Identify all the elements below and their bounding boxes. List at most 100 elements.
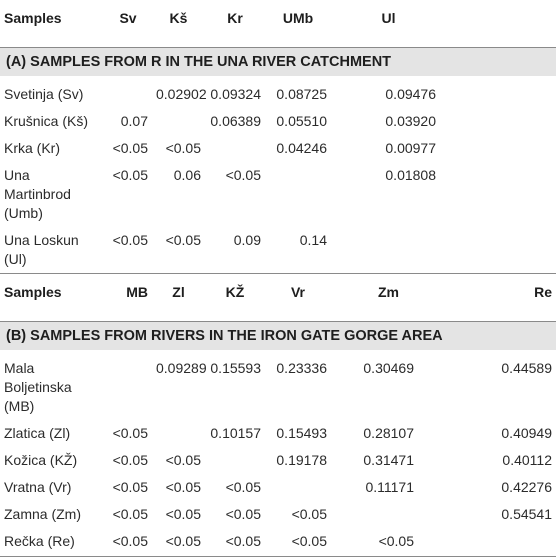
table-row: Zamna (Zm) <0.05 <0.05 <0.05 <0.05 0.54541 — [0, 501, 556, 528]
value-cell: <0.05 — [165, 479, 201, 495]
section-title: (B) SAMPLES FROM RIVERS IN THE IRON GATE… — [0, 321, 556, 350]
value-cell — [205, 135, 265, 162]
section-title: (A) SAMPLES FROM R IN THE UNA RIVER CATC… — [0, 47, 556, 76]
header-cell — [446, 0, 556, 48]
table-row: Krka (Kr) <0.05 <0.05 0.04246 0.00977 — [0, 135, 556, 162]
value-cell: <0.05 — [225, 506, 261, 522]
value-cell: 0.08725 — [276, 86, 327, 102]
table-row: Vratna (Vr) <0.05 <0.05 <0.05 0.11171 0.42276 — [0, 474, 556, 501]
value-cell: <0.05 — [225, 479, 261, 495]
header-cell: Samples — [0, 273, 104, 322]
value-cell — [152, 108, 205, 135]
table-row: Una Loskun (Ul) <0.05 <0.05 0.09 0.14 — [0, 227, 556, 274]
value-cell: 0.01808 — [385, 167, 436, 183]
value-cell: 0.06 — [173, 167, 201, 183]
value-cell: 0.11171 — [365, 479, 414, 495]
value-cell: 0.40949 — [501, 425, 552, 441]
value-cell: 0.02902 — [156, 86, 207, 102]
value-cell: 0.30469 — [363, 360, 414, 376]
value-cell: 0.15593 — [210, 360, 261, 376]
value-cell: 0.04246 — [276, 140, 327, 156]
header-cell: Ul — [331, 0, 446, 48]
row-label: Una Loskun (Ul) — [4, 232, 79, 267]
header-cell: UMb — [265, 0, 331, 48]
value-cell: <0.05 — [112, 232, 148, 248]
value-cell — [446, 227, 556, 274]
value-cell — [446, 528, 556, 557]
header-cell: Sv — [104, 0, 152, 48]
section-b-title-row: (B) SAMPLES FROM RIVERS IN THE IRON GATE… — [0, 321, 556, 350]
value-cell: <0.05 — [112, 479, 148, 495]
table-row: Rečka (Re) <0.05 <0.05 <0.05 <0.05 <0.05 — [0, 528, 556, 557]
row-label: Una Martinbrod (Umb) — [4, 167, 71, 221]
value-cell: 0.28107 — [363, 425, 414, 441]
value-cell — [446, 162, 556, 227]
value-cell: 0.54541 — [501, 506, 552, 522]
value-cell: 0.10157 — [210, 425, 261, 441]
table-a-header-row: Samples Sv Kš Kr UMb Ul — [0, 0, 556, 48]
value-cell: <0.05 — [112, 140, 148, 156]
header-cell: Kr — [205, 0, 265, 48]
value-cell: 0.09289 — [156, 360, 207, 376]
value-cell: <0.05 — [112, 167, 148, 183]
value-cell — [265, 474, 331, 501]
value-cell — [152, 420, 205, 447]
value-cell: <0.05 — [112, 425, 148, 441]
header-cell: Zm — [331, 273, 446, 322]
value-cell — [446, 76, 556, 108]
row-label: Kožica (KŽ) — [4, 452, 78, 468]
header-cell: MB — [104, 273, 152, 322]
value-cell: 0.15493 — [276, 425, 327, 441]
row-label: Zamna (Zm) — [4, 506, 81, 522]
header-cell: Kš — [152, 0, 205, 48]
value-cell: 0.31471 — [363, 452, 414, 468]
value-cell: 0.05510 — [276, 113, 327, 129]
value-cell — [104, 350, 152, 420]
header-cell: Zl — [152, 273, 205, 322]
value-cell: 0.40112 — [502, 452, 552, 468]
table-row: Krušnica (Kš) 0.07 0.06389 0.05510 0.03920 — [0, 108, 556, 135]
value-cell: 0.09 — [233, 232, 261, 248]
row-label: Zlatica (Zl) — [4, 425, 71, 441]
value-cell: 0.09324 — [210, 86, 261, 102]
value-cell: 0.00977 — [385, 140, 436, 156]
value-cell: <0.05 — [291, 506, 327, 522]
table-row: Kožica (KŽ) <0.05 <0.05 0.19178 0.31471 0.401… — [0, 447, 556, 474]
row-label: Krušnica (Kš) — [4, 113, 89, 129]
table-b-header-row: Samples MB Zl KŽ Vr Zm Re — [0, 273, 556, 322]
value-cell: 0.23336 — [276, 360, 327, 376]
value-cell — [265, 162, 331, 227]
value-cell — [104, 76, 152, 108]
value-cell — [331, 501, 446, 528]
header-cell: KŽ — [205, 273, 265, 322]
value-cell: 0.03920 — [385, 113, 436, 129]
value-cell: <0.05 — [152, 528, 205, 557]
value-cell — [446, 108, 556, 135]
value-cell — [205, 447, 265, 474]
value-cell — [331, 227, 446, 274]
value-cell: 0.07 — [120, 113, 148, 129]
value-cell: <0.05 — [165, 232, 201, 248]
value-cell: 0.44589 — [501, 360, 552, 376]
value-cell: <0.05 — [265, 528, 331, 557]
value-cell: <0.05 — [104, 528, 152, 557]
value-cell: <0.05 — [225, 167, 261, 183]
section-a-title-row: (A) SAMPLES FROM R IN THE UNA RIVER CATC… — [0, 47, 556, 76]
row-label: Mala Boljetinska (MB) — [4, 360, 72, 414]
value-cell: 0.06389 — [210, 113, 261, 129]
row-label: Vratna (Vr) — [4, 479, 72, 495]
table-row: Mala Boljetinska (MB) 0.09289 0.15593 0.233… — [0, 350, 556, 420]
header-cell: Vr — [265, 273, 331, 322]
value-cell: 0.42276 — [501, 479, 552, 495]
value-cell: <0.05 — [165, 140, 201, 156]
value-cell: 0.09476 — [385, 86, 436, 102]
value-cell: <0.05 — [165, 506, 201, 522]
row-label: Rečka (Re) — [0, 528, 104, 557]
table-row: Svetinja (Sv) 0.02902 0.09324 0.08725 0.0947… — [0, 76, 556, 108]
value-cell: <0.05 — [331, 528, 446, 557]
table-row: Una Martinbrod (Umb) <0.05 0.06 <0.05 0.0180… — [0, 162, 556, 227]
value-cell — [446, 135, 556, 162]
value-cell: 0.14 — [299, 232, 327, 248]
row-label: Krka (Kr) — [4, 140, 60, 156]
value-cell: <0.05 — [205, 528, 265, 557]
